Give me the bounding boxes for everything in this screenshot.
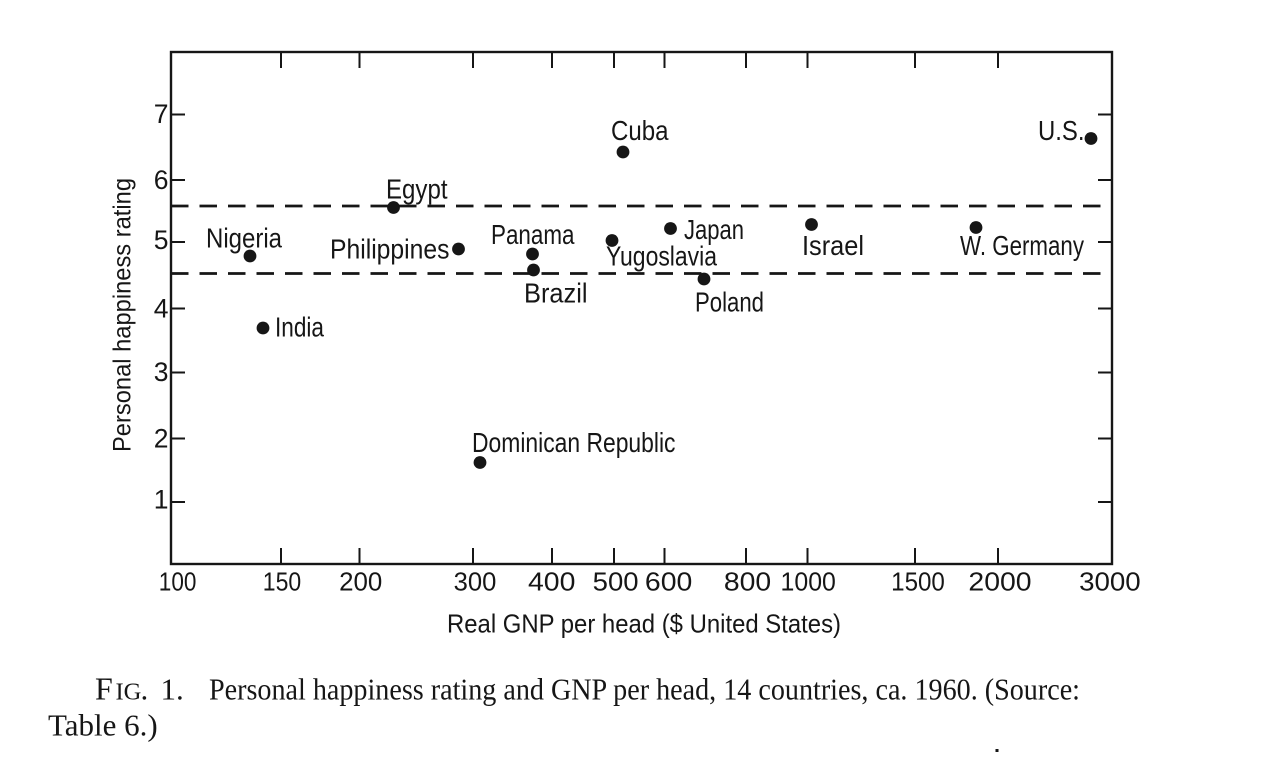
svg-text:Cuba: Cuba	[611, 115, 669, 146]
svg-text:600: 600	[645, 569, 692, 597]
svg-text:Personal happiness rating: Personal happiness rating	[109, 178, 137, 452]
svg-text:Japan: Japan	[684, 214, 744, 245]
svg-text:1: 1	[154, 484, 169, 514]
svg-text:1500: 1500	[891, 569, 945, 597]
svg-text:W. Germany: W. Germany	[960, 230, 1084, 261]
svg-text:7: 7	[154, 99, 169, 129]
svg-text:Brazil: Brazil	[524, 278, 588, 309]
svg-text:400: 400	[528, 569, 575, 597]
svg-text:Israel: Israel	[802, 230, 864, 261]
svg-text:Panama: Panama	[491, 219, 575, 250]
svg-text:500: 500	[593, 569, 639, 597]
svg-text:100: 100	[159, 569, 197, 597]
svg-text:U.S.: U.S.	[1038, 115, 1085, 146]
svg-text:3000: 3000	[1079, 569, 1141, 597]
svg-text:2000: 2000	[968, 569, 1031, 597]
svg-text:Table 6.): Table 6.)	[48, 708, 158, 743]
svg-text:Dominican Republic: Dominican Republic	[472, 427, 676, 458]
svg-text:Poland: Poland	[695, 287, 764, 318]
svg-text:India: India	[275, 312, 325, 343]
svg-text:Philippines: Philippines	[330, 234, 450, 265]
svg-text:Personal happiness rating and: Personal happiness rating and GNP per he…	[209, 672, 1080, 707]
svg-text:150: 150	[263, 569, 301, 597]
svg-text:Nigeria: Nigeria	[206, 223, 283, 254]
svg-text:300: 300	[454, 569, 497, 597]
svg-text:Egypt: Egypt	[386, 174, 448, 205]
svg-text:6: 6	[154, 165, 169, 195]
svg-text:4: 4	[154, 294, 169, 324]
svg-text:800: 800	[724, 569, 771, 597]
svg-text:Yugoslavia: Yugoslavia	[606, 241, 718, 272]
svg-text:2: 2	[154, 424, 169, 454]
svg-text:Real GNP per head ($ United St: Real GNP per head ($ United States)	[447, 608, 841, 638]
svg-text:FIG.1.: F IG. 1.	[95, 671, 184, 707]
svg-text:200: 200	[339, 569, 382, 597]
svg-text:5: 5	[154, 225, 169, 255]
svg-text:1000: 1000	[781, 569, 836, 597]
svg-text:3: 3	[154, 357, 169, 387]
